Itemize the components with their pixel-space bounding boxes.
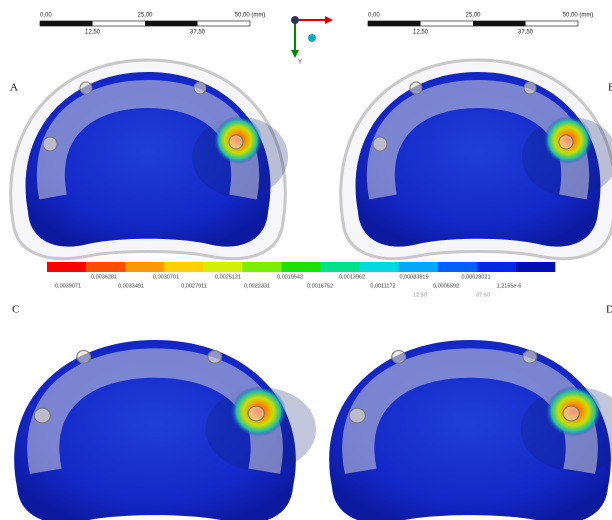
legend-label: 0,0019542 (277, 274, 303, 280)
scale-label: 0,00 (368, 13, 380, 19)
legend-label: 0,00083819 (399, 274, 428, 280)
legend-label: 1,2155e-6 (497, 283, 522, 289)
legend-swatch (203, 262, 242, 272)
scale-label: 50,00 (mm) (563, 13, 594, 19)
legend-label: 0,0013962 (339, 274, 365, 280)
legend-label: 0,0033491 (118, 283, 144, 289)
legend-label: 0,0011172 (370, 283, 395, 289)
axis-label: Y (298, 60, 302, 66)
legend-label: 0,0005592 (433, 283, 459, 289)
panel-label: B (608, 82, 612, 94)
legend-label: 0,0030701 (153, 274, 179, 280)
legend-swatch (281, 262, 320, 272)
legend-swatch (125, 262, 164, 272)
legend-swatch (438, 262, 477, 272)
legend-label: 0,00028021 (461, 274, 490, 280)
scale-bar-segment (145, 21, 198, 26)
scale-bar-segment (40, 21, 93, 26)
figure: Y 0,00 25,00 50,00 (mm) 12,50 37,50 0,00 25,00… (0, 0, 612, 520)
legend-label: 0,0036281 (91, 274, 117, 280)
scale-label: 0,00 (40, 13, 52, 19)
panel-label: D (606, 304, 612, 316)
legend-swatch (477, 262, 516, 272)
legend-swatch (399, 262, 438, 272)
model-c (14, 340, 316, 520)
scale-label: 37,50 (190, 30, 206, 36)
scale-fragment: 12,50 (413, 292, 427, 298)
legend-swatch (360, 262, 399, 272)
scale-fragment: 37,50 (476, 292, 490, 298)
legend-swatch (164, 262, 203, 272)
scale-label: 25,00 (465, 13, 481, 19)
scale-label: 12,50 (85, 30, 101, 36)
legend-swatch (86, 262, 125, 272)
scale-label: 12,50 (413, 30, 429, 36)
scale-label: 25,00 (137, 13, 153, 19)
panel-label: C (12, 304, 19, 316)
model-d (329, 340, 612, 520)
legend-swatch (321, 262, 360, 272)
scale-label: 50,00 (mm) (235, 13, 266, 19)
triad: Y (291, 16, 333, 66)
legend-swatch (242, 262, 281, 272)
legend-swatch (47, 262, 86, 272)
page: {"scale_bars": [ {"top": ["0,00", "25,00… (0, 0, 612, 520)
legend-label: 0,0039071 (55, 283, 81, 289)
legend-swatch (516, 262, 555, 272)
legend-label: 0,0016752 (307, 283, 333, 289)
legend-label: 0,0022331 (244, 283, 270, 289)
scale-label: 37,50 (518, 30, 534, 36)
panel-label: A (10, 82, 18, 94)
scale-bar-segment (473, 21, 526, 26)
scale-bar-segment (368, 21, 421, 26)
legend-label: 0,0025121 (215, 274, 241, 280)
legend-label: 0,0027911 (181, 283, 207, 289)
